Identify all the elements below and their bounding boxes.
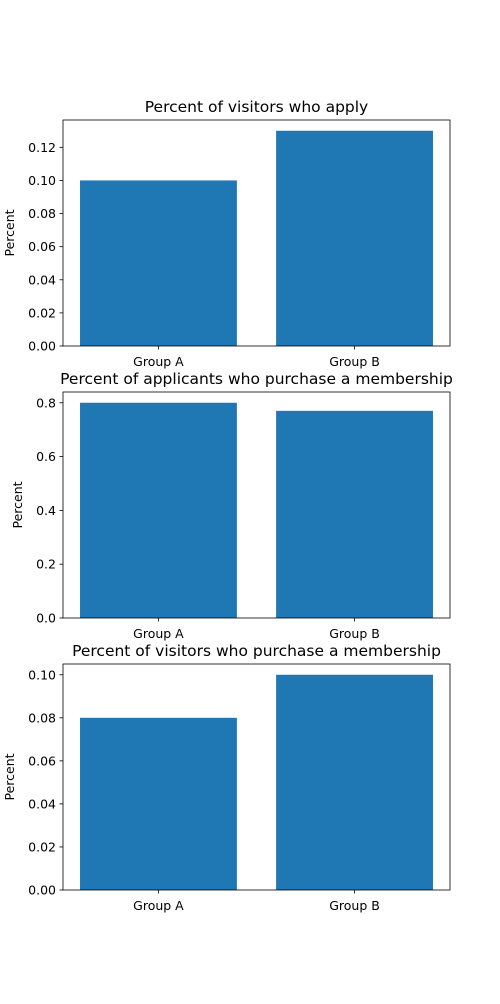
axes-frame xyxy=(62,663,451,891)
y-tick-label: 0.08 xyxy=(28,206,56,221)
y-tick-label: 0.2 xyxy=(36,557,56,572)
y-axis-label: Percent xyxy=(10,481,25,528)
bar-group-b xyxy=(276,674,433,890)
y-tick-label: 0.12 xyxy=(28,140,56,155)
bar-group-b xyxy=(276,410,433,618)
chart-title: Percent of visitors who purchase a membe… xyxy=(72,642,441,660)
y-axis-label: Percent xyxy=(2,209,17,256)
subplot-2: Group A Group B 0.0 0.2 0.4 0.6 0.8 Percent of … xyxy=(10,370,453,641)
y-tick-label: 0.4 xyxy=(36,503,56,518)
y-tick-label: 0.04 xyxy=(28,796,56,811)
y-tick-label: 0.0 xyxy=(36,611,56,626)
y-tick-label: 0.6 xyxy=(36,449,56,464)
y-tick-label: 0.10 xyxy=(28,667,56,682)
chart-title: Percent of visitors who apply xyxy=(145,98,368,116)
y-tick-label: 0.02 xyxy=(28,839,56,854)
chart-title: Percent of applicants who purchase a mem… xyxy=(60,370,453,388)
x-tick-label: Group B xyxy=(329,354,380,369)
axes-frame xyxy=(62,391,451,619)
y-tick-label: 0.8 xyxy=(36,395,56,410)
x-tick-label: Group A xyxy=(133,898,184,913)
x-tick-label: Group B xyxy=(329,626,380,641)
y-tick-label: 0.06 xyxy=(28,239,56,254)
y-tick-label: 0.08 xyxy=(28,710,56,725)
y-tick-label: 0.00 xyxy=(28,339,56,354)
bar-group-b xyxy=(276,130,433,346)
bar-group-a xyxy=(80,717,237,890)
subplot-3: Group A Group B 0.00 0.02 0.04 0.06 0.08 0.10 Pe… xyxy=(2,642,451,913)
x-tick-label: Group B xyxy=(329,898,380,913)
y-tick-label: 0.02 xyxy=(28,305,56,320)
y-axis-label: Percent xyxy=(2,753,17,800)
subplot-1: Group A Group B 0.00 0.02 0.04 0.06 0.08 0.10 0.… xyxy=(2,98,451,369)
axes-frame xyxy=(62,119,451,347)
y-tick-label: 0.00 xyxy=(28,883,56,898)
y-tick-label: 0.10 xyxy=(28,173,56,188)
bar-group-a xyxy=(80,402,237,618)
bar-group-a xyxy=(80,180,237,346)
x-tick-label: Group A xyxy=(133,354,184,369)
y-tick-label: 0.04 xyxy=(28,272,56,287)
y-tick-label: 0.06 xyxy=(28,753,56,768)
x-tick-label: Group A xyxy=(133,626,184,641)
